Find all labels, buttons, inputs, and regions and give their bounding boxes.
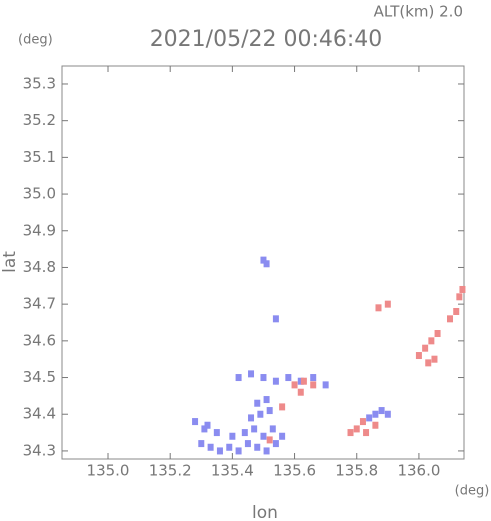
echo-cell bbox=[375, 304, 382, 312]
y-tick-label: 34.8 bbox=[23, 258, 56, 276]
echo-cell bbox=[378, 407, 385, 415]
echo-cell bbox=[453, 307, 460, 315]
echo-cell bbox=[363, 429, 370, 437]
echo-cell bbox=[310, 381, 317, 389]
y-tick-label: 35.2 bbox=[23, 111, 56, 129]
echo-cell bbox=[322, 381, 329, 389]
echo-cell bbox=[384, 300, 391, 308]
echo-cell bbox=[366, 414, 373, 422]
echo-cell bbox=[257, 410, 264, 418]
echo-cell bbox=[272, 377, 279, 385]
echo-cell bbox=[266, 436, 273, 444]
echo-cell bbox=[251, 425, 258, 433]
echo-cell bbox=[384, 410, 391, 418]
x-tick-label: 135.8 bbox=[335, 462, 378, 480]
echo-cell bbox=[260, 374, 267, 382]
echo-cell bbox=[263, 260, 270, 268]
echo-cell bbox=[213, 429, 220, 437]
echo-cell bbox=[415, 352, 422, 360]
x-tick-label: 135.4 bbox=[211, 462, 254, 480]
echo-cell bbox=[310, 374, 317, 382]
echo-cell bbox=[300, 377, 307, 385]
echo-cell bbox=[272, 315, 279, 323]
x-tick-label: 135.6 bbox=[273, 462, 316, 480]
echo-cell bbox=[425, 359, 432, 367]
echo-cell bbox=[192, 418, 199, 426]
echo-cell bbox=[428, 337, 435, 345]
echo-cell bbox=[216, 447, 223, 455]
echo-cell bbox=[201, 425, 208, 433]
echo-cell bbox=[353, 425, 360, 433]
echo-cell bbox=[254, 399, 261, 407]
echo-cell bbox=[285, 374, 292, 382]
echo-cell bbox=[244, 440, 251, 448]
y-tick-label: 34.4 bbox=[23, 405, 56, 423]
echo-cell bbox=[260, 256, 267, 264]
echo-cell bbox=[248, 414, 255, 422]
echo-cell bbox=[372, 421, 379, 429]
echo-cell bbox=[291, 381, 298, 389]
echo-cell bbox=[204, 421, 211, 429]
y-tick-label: 35.1 bbox=[23, 148, 56, 166]
altitude-label: ALT(km) 2.0 bbox=[374, 3, 463, 21]
y-tick-label: 34.6 bbox=[23, 331, 56, 349]
plot-frame bbox=[61, 65, 465, 460]
echo-cell bbox=[272, 440, 279, 448]
echo-cell bbox=[226, 443, 233, 451]
echo-cell bbox=[422, 344, 429, 352]
echo-cell bbox=[235, 447, 242, 455]
x-tick-label: 135.0 bbox=[87, 462, 130, 480]
x-axis-label: lon bbox=[252, 503, 278, 521]
echo-cell bbox=[434, 330, 441, 338]
y-tick-label: 35.3 bbox=[23, 74, 56, 92]
echo-cell bbox=[347, 429, 354, 437]
echo-cell bbox=[456, 293, 463, 301]
echo-cell bbox=[459, 285, 466, 293]
y-tick-label: 34.3 bbox=[23, 441, 56, 459]
echo-cell bbox=[447, 315, 454, 323]
echo-cell bbox=[263, 447, 270, 455]
y-tick-label: 34.7 bbox=[23, 295, 56, 313]
echo-cell bbox=[260, 432, 267, 440]
y-tick-label: 34.5 bbox=[23, 368, 56, 386]
echo-cell bbox=[431, 355, 438, 363]
y-axis-label: lat bbox=[0, 251, 20, 273]
x-unit: (deg) bbox=[455, 484, 490, 499]
echo-cell bbox=[359, 418, 366, 426]
echo-cell bbox=[279, 403, 286, 411]
echo-cell bbox=[207, 443, 214, 451]
y-tick-label: 34.9 bbox=[23, 221, 56, 239]
echo-cell bbox=[263, 396, 270, 404]
echo-cell bbox=[229, 432, 236, 440]
echo-cell bbox=[279, 432, 286, 440]
echo-cell bbox=[297, 377, 304, 385]
x-tick-label: 135.2 bbox=[149, 462, 192, 480]
echo-cell bbox=[297, 388, 304, 396]
echo-cell bbox=[372, 410, 379, 418]
echo-cell bbox=[269, 425, 276, 433]
chart-title: 2021/05/22 00:46:40 bbox=[150, 27, 383, 52]
echo-cell bbox=[254, 443, 261, 451]
echo-cell bbox=[241, 429, 248, 437]
y-unit: (deg) bbox=[18, 33, 53, 48]
x-tick-label: 136.0 bbox=[397, 462, 440, 480]
echo-cell bbox=[235, 374, 242, 382]
y-tick-label: 35.0 bbox=[23, 185, 56, 203]
echo-cell bbox=[266, 407, 273, 415]
echo-cell bbox=[248, 370, 255, 378]
echo-cell bbox=[198, 440, 205, 448]
